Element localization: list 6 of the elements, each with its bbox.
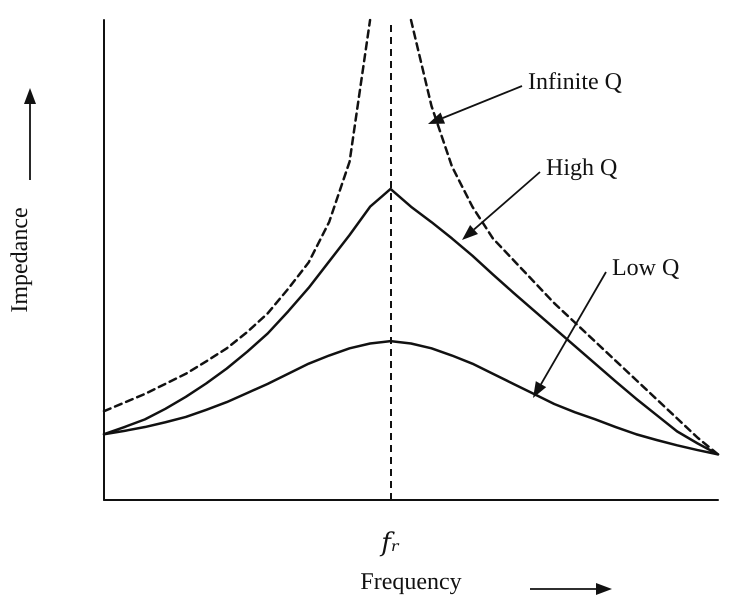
y-axis-title: Impedance [7, 207, 33, 313]
annotation: Low Q [612, 255, 680, 281]
x-axis-title: Frequency [360, 569, 462, 595]
annotation: High Q [546, 155, 618, 181]
annotation: Infinite Q [528, 69, 622, 95]
text: fᵣ [381, 528, 400, 558]
